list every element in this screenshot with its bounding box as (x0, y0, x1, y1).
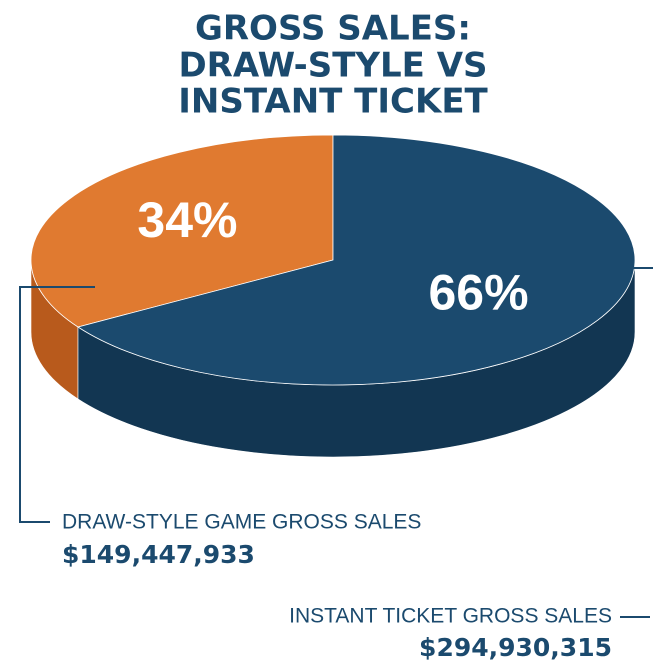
pie-slice (30, 134, 334, 328)
chart-title: DRAW-STYLE VS (178, 46, 487, 86)
leader-line (19, 286, 95, 523)
chart-title: GROSS SALES: (195, 9, 471, 49)
data-label: 34% (137, 192, 237, 248)
pie-slice (77, 134, 636, 386)
amount-label: $149,447,933 (62, 540, 255, 569)
legend-label: INSTANT TICKET GROSS SALES (289, 605, 612, 628)
amount-label: $294,930,315 (419, 633, 612, 662)
chart-title: INSTANT TICKET (178, 82, 488, 122)
pie (30, 134, 636, 458)
data-label: 66% (429, 264, 529, 320)
legend-label: DRAW-STYLE GAME GROSS SALES (62, 511, 421, 534)
